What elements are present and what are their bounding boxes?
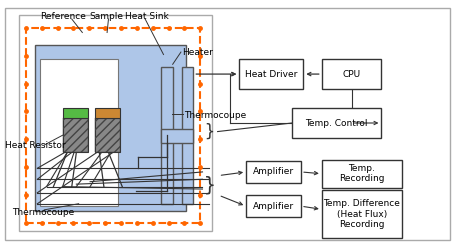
Text: Temp. Control: Temp. Control — [305, 119, 367, 127]
Text: Reference: Reference — [39, 12, 85, 21]
Text: CPU: CPU — [341, 70, 360, 78]
Bar — [35, 45, 186, 211]
Text: Sample: Sample — [89, 12, 123, 21]
Text: Amplifier: Amplifier — [252, 168, 293, 176]
Text: Amplifier: Amplifier — [252, 202, 293, 211]
Bar — [321, 190, 401, 238]
Bar — [62, 118, 88, 152]
Bar — [19, 15, 211, 231]
Bar — [161, 129, 193, 143]
Bar — [239, 59, 303, 89]
Bar — [321, 160, 401, 188]
Bar — [26, 28, 200, 223]
Text: Temp. Difference
(Heat Flux)
Recording: Temp. Difference (Heat Flux) Recording — [323, 199, 399, 229]
Bar — [39, 59, 118, 206]
Text: Thermocoupe: Thermocoupe — [12, 208, 74, 217]
Bar — [95, 118, 120, 152]
Bar — [246, 195, 301, 217]
Bar — [321, 59, 381, 89]
Bar — [62, 118, 88, 152]
Text: }: } — [203, 176, 215, 195]
Bar — [291, 108, 381, 138]
Bar — [95, 108, 120, 118]
Bar — [161, 67, 172, 204]
Text: Heater: Heater — [181, 47, 212, 57]
Text: Thermocoupe: Thermocoupe — [184, 111, 246, 120]
Text: Heat Sink: Heat Sink — [124, 12, 168, 21]
Bar — [246, 161, 301, 183]
Bar — [95, 118, 120, 152]
Text: Heat Driver: Heat Driver — [245, 70, 297, 78]
Bar — [181, 67, 193, 204]
Text: Heat Resistor: Heat Resistor — [5, 140, 66, 150]
Text: Temp.
Recording: Temp. Recording — [338, 164, 384, 184]
Text: }: } — [204, 123, 214, 140]
Bar — [62, 108, 88, 118]
